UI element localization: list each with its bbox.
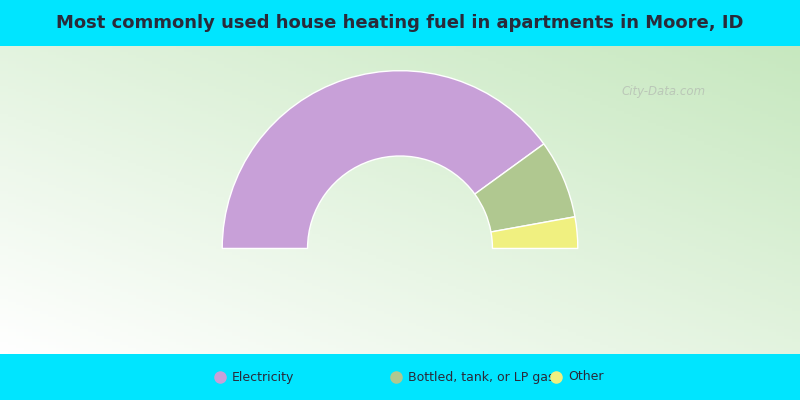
Text: Electricity: Electricity: [232, 370, 294, 384]
Wedge shape: [474, 144, 575, 232]
Wedge shape: [222, 71, 544, 248]
Text: Other: Other: [568, 370, 603, 384]
Text: Most commonly used house heating fuel in apartments in Moore, ID: Most commonly used house heating fuel in…: [56, 14, 744, 32]
Wedge shape: [491, 217, 578, 248]
Bar: [0, 354, 800, 400]
Text: Bottled, tank, or LP gas: Bottled, tank, or LP gas: [408, 370, 554, 384]
Bar: [0, 0, 800, 46]
Text: City-Data.com: City-Data.com: [622, 86, 706, 98]
